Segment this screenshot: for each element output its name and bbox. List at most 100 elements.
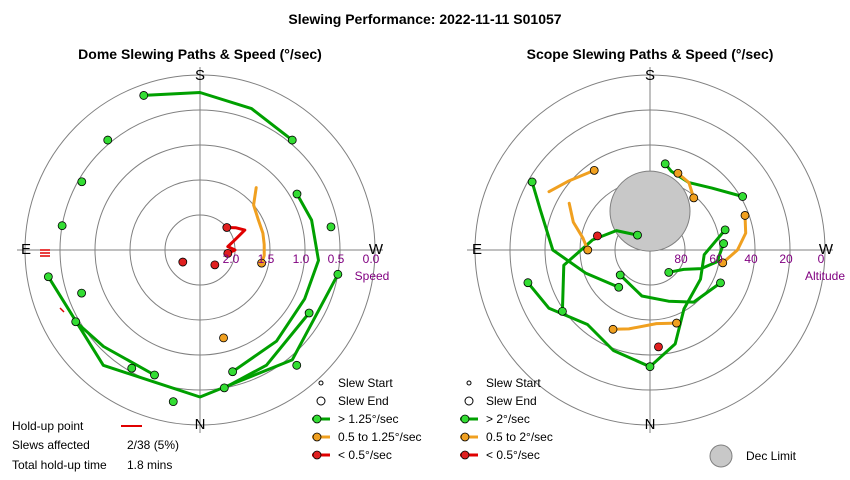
holdup-slews-label: Slews affected <box>12 438 90 452</box>
legend-end-swatch <box>464 396 474 406</box>
slew-endpoint-fast <box>287 135 297 145</box>
slew-path-fast <box>46 272 340 399</box>
slew-endpoint-fast <box>57 221 67 231</box>
radial-tick-label: 1.0 <box>293 252 310 266</box>
holdup-marks <box>40 249 65 313</box>
slew-endpoint-medium <box>672 318 682 328</box>
slew-endpoint-fast <box>150 370 159 380</box>
legend-label: Slew Start <box>486 376 541 390</box>
dome-dir-top: S <box>195 67 205 84</box>
slew-path-fast <box>222 311 311 390</box>
dec-limit-label: Dec Limit <box>746 449 797 463</box>
scope-chart-title: Scope Slewing Paths & Speed (°/sec) <box>527 46 774 62</box>
slew-path-slow <box>225 226 247 255</box>
legend-dot-slow <box>460 450 470 460</box>
slew-endpoint-fast <box>326 222 336 232</box>
slew-endpoint-medium <box>718 258 728 268</box>
slew-path-medium <box>567 201 590 252</box>
slew-path-medium <box>547 168 596 194</box>
slew-path-medium <box>721 213 748 265</box>
legend-dot-fast <box>460 414 470 424</box>
scope-legend: Slew Start Slew End > 2°/sec 0.5 to 2°/sec <… <box>460 376 553 462</box>
slew-endpoint-slow <box>593 231 602 241</box>
scope-paths <box>526 162 748 369</box>
slew-endpoint-slow <box>654 342 663 352</box>
slew-path-fast <box>530 180 621 289</box>
slew-endpoint-fast <box>523 278 533 288</box>
legend-label: Slew Start <box>338 376 393 390</box>
slew-path-fast <box>667 242 726 274</box>
slew-endpoint-medium <box>689 193 699 203</box>
dome-legend: Slew Start Slew End > 1.25°/sec 0.5 to 1.25… <box>312 376 422 462</box>
scope-dir-top: S <box>645 67 655 84</box>
holdup-time-value: 1.8 mins <box>127 458 172 472</box>
slew-path-fast <box>526 281 652 369</box>
slew-endpoint-fast <box>77 177 87 187</box>
dome-ticks: 2.0 1.5 1.0 0.5 0.0 <box>223 252 380 266</box>
slew-endpoint-fast <box>77 288 86 298</box>
legend-label: < 0.5°/sec <box>486 448 540 462</box>
slew-endpoint-fast <box>292 189 302 199</box>
scope-radial-label: Altitude <box>805 269 845 283</box>
slew-endpoint-slow <box>223 249 233 258</box>
dome-chart-title: Dome Slewing Paths & Speed (°/sec) <box>78 46 322 62</box>
holdup-time-label: Total hold-up time <box>12 458 107 472</box>
legend-label: 0.5 to 1.25°/sec <box>338 430 422 444</box>
dec-limit-region <box>609 170 691 252</box>
radial-tick-label: 60 <box>709 252 723 266</box>
dome-radial-label: Speed <box>355 269 390 283</box>
scope-points <box>523 159 750 372</box>
slew-endpoint-fast <box>43 272 53 282</box>
scope-dir-left: E <box>472 241 482 258</box>
radial-tick-label: 2.0 <box>223 252 240 266</box>
dome-paths <box>46 91 340 399</box>
dome-chart: Dome Slewing Paths & Speed (°/sec) S N E… <box>17 46 389 433</box>
dome-points <box>43 91 343 407</box>
slew-endpoint-fast <box>127 363 137 373</box>
slew-endpoint-slow <box>178 257 188 267</box>
radial-tick-label: 0.0 <box>363 252 380 266</box>
slew-endpoint-medium <box>608 324 618 334</box>
radial-tick-label: 0 <box>818 252 825 266</box>
slew-endpoint-fast <box>719 239 729 248</box>
slew-endpoint-fast <box>333 269 343 279</box>
slew-endpoint-fast <box>103 135 113 145</box>
dec-limit-legend: Dec Limit <box>709 444 797 468</box>
slew-endpoint-medium <box>589 165 599 175</box>
slew-endpoint-fast <box>557 306 567 316</box>
legend-label: < 0.5°/sec <box>338 448 392 462</box>
figure-title: Slewing Performance: 2022-11-11 S01057 <box>288 11 561 27</box>
slew-path-fast <box>560 229 639 313</box>
slew-endpoint-fast <box>304 308 314 318</box>
legend-label: > 1.25°/sec <box>338 412 399 426</box>
radial-tick-label: 0.5 <box>328 252 345 266</box>
legend-end-swatch <box>316 396 326 406</box>
slew-endpoint-fast <box>720 225 730 235</box>
scope-ticks: 80 60 40 20 0 <box>674 252 824 266</box>
slew-endpoint-fast <box>645 362 655 372</box>
legend-label: Slew End <box>486 394 537 408</box>
slew-endpoint-fast <box>633 230 642 240</box>
legend-label: > 2°/sec <box>486 412 530 426</box>
slew-endpoint-slow <box>222 223 232 232</box>
slew-path-medium <box>676 171 696 200</box>
slew-path-medium <box>252 186 266 265</box>
slew-endpoint-fast <box>139 91 149 100</box>
dome-dir-bottom: N <box>195 416 206 433</box>
slew-endpoint-fast <box>228 367 238 377</box>
radial-tick-label: 20 <box>779 252 793 266</box>
radial-tick-label: 1.5 <box>258 252 275 266</box>
scope-dir-right: W <box>819 241 834 258</box>
legend-start-swatch <box>318 380 324 386</box>
holdup-info: Hold-up point Slews affected 2/38 (5%) T… <box>12 419 179 472</box>
slew-path-medium <box>611 321 679 331</box>
scope-dir-bottom: N <box>645 416 656 433</box>
holdup-point-label: Hold-up point <box>12 419 84 433</box>
slew-endpoint-fast <box>716 278 725 288</box>
scope-chart: Scope Slewing Paths & Speed (°/sec) S N … <box>467 46 845 433</box>
slew-path-fast <box>618 273 722 304</box>
dec-limit-swatch <box>709 444 733 468</box>
slew-endpoint-fast <box>615 270 625 280</box>
scope-dec-limit <box>609 170 691 252</box>
